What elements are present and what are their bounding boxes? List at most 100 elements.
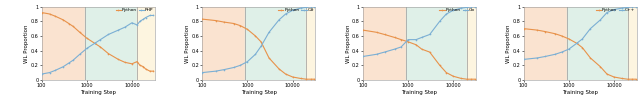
PHP (45, 72, 53, 73)
Python (237, 25, 244, 26)
Python (282, 73, 289, 75)
Python (76, 32, 84, 33)
Python (265, 57, 273, 59)
Python (610, 76, 618, 78)
Python (397, 39, 405, 40)
C++ (520, 59, 527, 60)
PHP (146, 15, 154, 16)
C++ (628, 6, 636, 7)
Go (397, 46, 405, 48)
Python (467, 78, 475, 80)
Python (140, 66, 147, 67)
C++ (541, 56, 549, 57)
PHP (38, 73, 45, 75)
PHP (104, 34, 112, 35)
C++ (596, 19, 604, 21)
C++ (610, 9, 618, 10)
Bar (306, 7, 317, 80)
Python (565, 38, 573, 40)
Python (289, 76, 296, 78)
X-axis label: Training Step: Training Step (80, 90, 116, 95)
Line: C#: C# (202, 6, 315, 73)
Python (404, 41, 412, 43)
Python (244, 29, 252, 30)
Python (359, 29, 367, 31)
PHP (133, 24, 141, 26)
Python (541, 31, 549, 32)
Y-axis label: WL Proportion: WL Proportion (24, 24, 29, 62)
C# (230, 67, 237, 68)
C++ (558, 51, 566, 53)
PHP (121, 27, 129, 28)
PHP (150, 15, 157, 16)
Python (146, 70, 154, 72)
Go (458, 7, 465, 9)
Python (230, 23, 237, 24)
Python (275, 68, 283, 70)
C++ (579, 38, 586, 40)
Python (520, 28, 527, 29)
X-axis label: Training Step: Training Step (401, 90, 438, 95)
C# (212, 70, 220, 72)
Bar (42, 7, 84, 80)
C++ (565, 49, 573, 50)
Python (381, 34, 388, 35)
Python (449, 76, 457, 77)
C# (265, 32, 273, 33)
Python (628, 78, 636, 80)
C# (310, 6, 318, 7)
Python (573, 43, 580, 44)
Bar (245, 7, 306, 80)
C# (302, 7, 310, 8)
C# (252, 54, 259, 55)
Go (442, 13, 450, 15)
Python (198, 18, 206, 20)
Bar (363, 7, 406, 80)
C++ (618, 7, 626, 9)
Python (390, 37, 398, 38)
PHP (140, 18, 147, 20)
Python (603, 73, 611, 75)
Python (220, 21, 228, 23)
Python (69, 26, 77, 27)
Go (404, 39, 412, 40)
PHP (76, 54, 84, 55)
Bar (202, 7, 245, 80)
Y-axis label: WL Proportion: WL Proportion (346, 24, 351, 62)
Python (632, 78, 639, 80)
C++ (632, 6, 639, 7)
Legend: Python, PHP: Python, PHP (115, 8, 154, 12)
C# (289, 10, 296, 11)
PHP (141, 17, 149, 18)
Go (436, 21, 444, 22)
Python (618, 78, 626, 79)
C# (307, 6, 314, 7)
Python (150, 70, 157, 72)
Python (307, 78, 314, 80)
PHP (136, 21, 144, 22)
Python (624, 78, 632, 80)
PHP (69, 59, 77, 61)
Python (302, 78, 310, 80)
Python (586, 57, 594, 59)
Bar (84, 7, 137, 80)
C# (275, 19, 283, 21)
Python (579, 47, 586, 48)
C++ (586, 28, 594, 29)
PHP (97, 39, 104, 40)
Python (458, 78, 465, 79)
Python (115, 59, 122, 60)
Python (252, 35, 259, 37)
Python (418, 49, 426, 50)
Python (104, 53, 112, 54)
C# (282, 13, 289, 15)
Bar (524, 7, 567, 80)
C# (220, 69, 228, 70)
Python (412, 44, 420, 45)
Python (51, 16, 59, 17)
Legend: Python, C++: Python, C++ (595, 8, 636, 12)
C++ (533, 57, 541, 59)
C# (257, 46, 265, 47)
C# (237, 65, 244, 66)
Python (212, 20, 220, 21)
